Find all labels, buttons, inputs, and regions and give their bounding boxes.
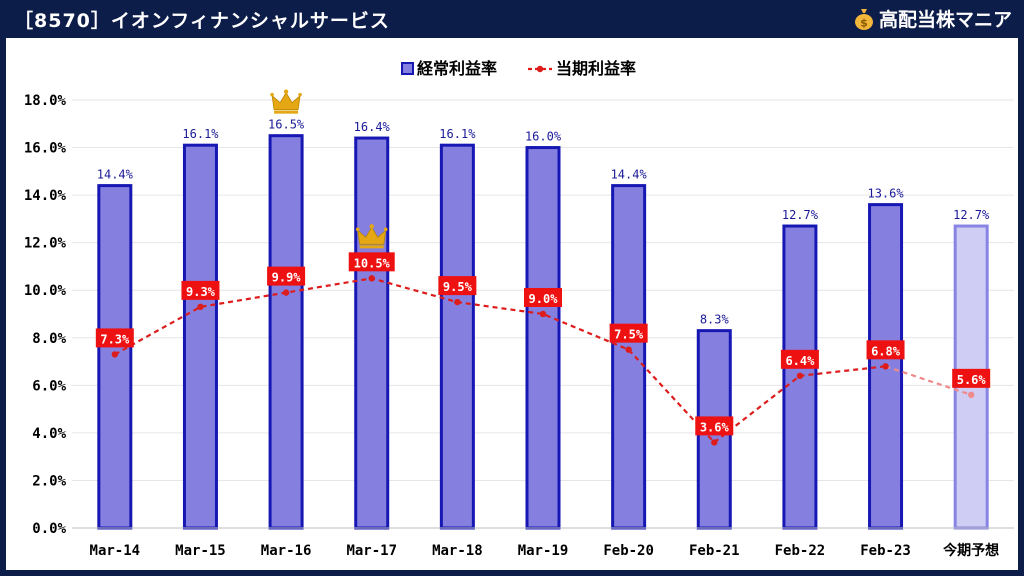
legend: 経常利益率 当期利益率 <box>401 59 636 78</box>
chart-panel: 14.4% 16.1% 16.5% 16.4% 16.1% 16.0% 14.4% 8.3% 1… <box>6 38 1018 570</box>
legend-label: 当期利益率 <box>556 59 636 78</box>
x-tick-label: Feb-22 <box>775 543 826 559</box>
line-label-box <box>866 340 905 360</box>
line-data-label: 9.9% <box>272 271 302 285</box>
crown-icon <box>355 224 388 249</box>
line-point <box>796 372 804 380</box>
line-label-box <box>438 276 477 296</box>
line-data-label: 5.6% <box>957 373 987 387</box>
line-point <box>454 298 461 306</box>
line-data-label: 7.3% <box>100 332 130 346</box>
legend-label: 経常利益率 <box>417 59 497 78</box>
series-line <box>114 277 886 444</box>
line-point <box>711 439 718 446</box>
x-tick-label: Feb-20 <box>603 543 654 559</box>
crown-shape <box>271 91 301 111</box>
brand-logo: $ 高配当株マニア <box>854 5 1012 32</box>
line-label-box <box>524 288 562 307</box>
x-tick-label: Mar-15 <box>175 543 226 559</box>
crown-jewel <box>369 224 374 229</box>
line-label-box <box>181 280 220 300</box>
bar-data-label: 16.0% <box>525 130 562 144</box>
crown-band <box>274 110 299 114</box>
line-point <box>282 289 290 296</box>
legend-bar-swatch <box>401 62 414 75</box>
crown-icon <box>270 89 302 114</box>
y-tick-label: 16.0% <box>24 141 67 157</box>
page-title: ［8570］イオンフィナンシャルサービス <box>14 10 390 32</box>
line-label-box <box>267 266 306 286</box>
y-tick-label: 8.0% <box>32 331 66 347</box>
line-point <box>197 303 204 311</box>
line-point <box>111 351 119 358</box>
y-tick-label: 0.0% <box>32 521 66 537</box>
bar-data-label: 13.6% <box>867 187 904 201</box>
crown-jewel <box>283 89 289 94</box>
y-tick-label: 14.0% <box>24 188 67 204</box>
y-tick-label: 4.0% <box>32 426 66 442</box>
crown-jewel <box>355 227 360 232</box>
line-data-label: 3.6% <box>700 420 730 434</box>
x-tick-label: Mar-14 <box>90 543 141 559</box>
y-tick-label: 18.0% <box>24 93 67 109</box>
money-bag-icon: $ <box>854 8 873 30</box>
line-data-label: 9.5% <box>443 280 473 294</box>
crown-band <box>359 245 384 249</box>
forecast-line-segment <box>885 365 972 396</box>
line-data-label: 10.5% <box>354 256 391 270</box>
crown-shape <box>357 226 387 245</box>
bar-data-label: 16.1% <box>182 127 219 141</box>
bar-data-label: 16.1% <box>439 127 476 141</box>
x-tick-label: Mar-18 <box>432 543 483 559</box>
x-tick-label: Mar-16 <box>261 543 312 559</box>
bar-data-label: 14.4% <box>97 168 134 182</box>
bar <box>439 143 475 530</box>
crown-jewel <box>298 92 302 97</box>
x-tick-label: 今期予想 <box>942 542 999 559</box>
line-label-box <box>348 252 395 272</box>
bar-data-label: 12.7% <box>953 208 990 222</box>
x-tick-label: Mar-17 <box>346 543 397 559</box>
bar-data-label: 16.5% <box>268 118 305 132</box>
y-tick-label: 6.0% <box>32 378 66 394</box>
line-point <box>967 391 975 399</box>
bar-data-label: 14.4% <box>611 168 648 182</box>
legend-line-marker <box>536 65 544 73</box>
line-data-label: 9.0% <box>529 292 559 306</box>
y-tick-label: 12.0% <box>24 236 67 252</box>
combo-chart: 14.4% 16.1% 16.5% 16.4% 16.1% 16.0% 14.4% 8.3% 1… <box>24 59 1014 559</box>
brand-name: 高配当株マニア <box>878 9 1012 31</box>
y-tick-label: 10.0% <box>24 283 67 299</box>
x-tick-label: Feb-23 <box>860 543 911 559</box>
bar <box>268 134 304 530</box>
line-label-box <box>695 416 734 436</box>
x-tick-label: Mar-19 <box>518 543 569 559</box>
line-data-label: 9.3% <box>186 285 216 299</box>
bar-data-label: 8.3% <box>700 313 730 327</box>
bar <box>525 146 561 530</box>
line-label-box <box>609 323 648 343</box>
line-label-box <box>952 368 991 388</box>
line-point <box>882 363 889 370</box>
bar <box>611 184 647 530</box>
bar <box>182 143 218 530</box>
line-point <box>368 275 375 282</box>
line-data-label: 7.5% <box>614 328 644 342</box>
bar-data-label: 16.4% <box>354 120 391 134</box>
bar <box>354 136 390 530</box>
crown-jewel <box>270 92 274 97</box>
line-point <box>539 310 547 318</box>
line-label-box <box>780 349 819 369</box>
line-data-label: 6.4% <box>785 354 815 368</box>
line-label-box <box>95 328 134 348</box>
y-tick-label: 2.0% <box>32 473 66 489</box>
x-tick-label: Feb-21 <box>689 543 740 559</box>
crown-jewel <box>383 227 388 232</box>
line-data-label: 6.8% <box>871 344 901 358</box>
bar-data-label: 12.7% <box>782 208 819 222</box>
svg-text:$: $ <box>860 16 868 29</box>
line-point <box>625 346 632 353</box>
